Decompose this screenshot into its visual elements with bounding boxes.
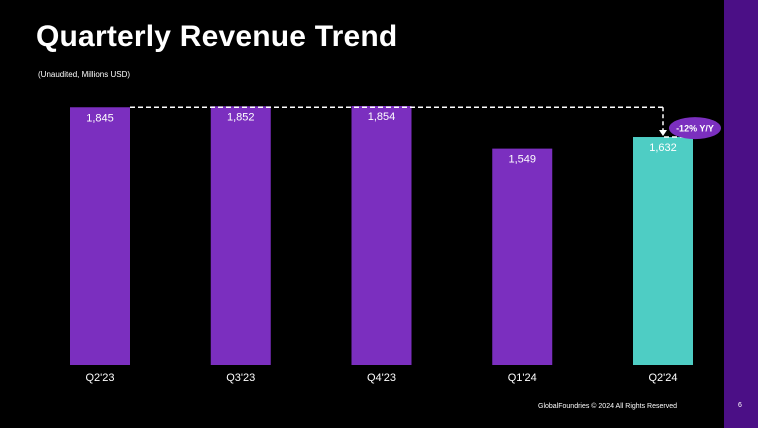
bar-Q3'23 [210,106,271,366]
x-tick-label: Q3'23 [226,372,255,384]
x-tick-label: Q2'23 [85,372,114,384]
data-label: 1,845 [86,112,114,124]
yoy-change-badge [669,117,721,140]
yoy-change-label: -12% Y/Y [676,124,714,134]
slide-subtitle: (Unaudited, Millions USD) [38,70,131,79]
page-number: 6 [738,402,742,409]
side-accent-band [724,0,758,428]
data-label: 1,632 [649,142,677,154]
bar-Q2'23 [70,107,130,366]
x-tick-label: Q2'24 [648,372,677,384]
footer-copyright: GlobalFoundries © 2024 All Rights Reserv… [538,403,678,410]
slide-title: Quarterly Revenue Trend [36,20,398,53]
x-tick-label: Q1'24 [508,372,537,384]
data-label: 1,549 [508,154,536,166]
bar-Q2'24 [633,137,693,365]
bar-Q4'23 [351,106,412,365]
data-label: 1,852 [227,111,255,123]
yoy-arrow-icon [659,130,667,137]
x-tick-label: Q4'23 [367,372,396,384]
bar-Q1'24 [492,148,553,365]
data-label: 1,854 [368,111,396,123]
